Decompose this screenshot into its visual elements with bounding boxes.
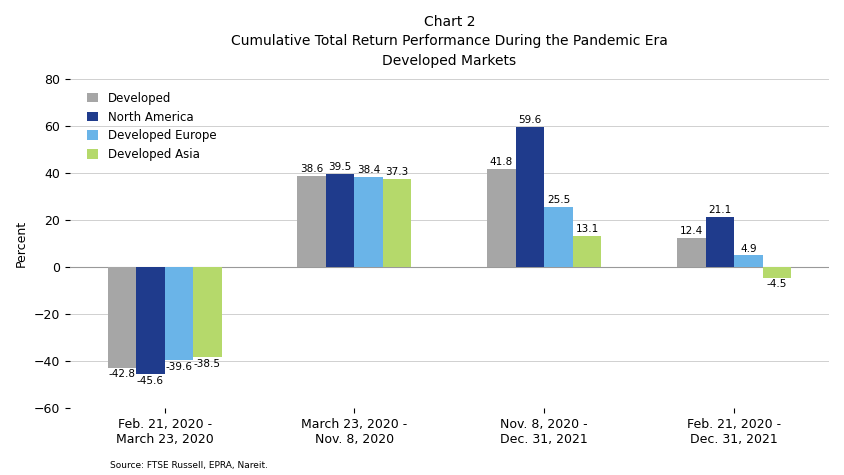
Text: 39.5: 39.5 bbox=[328, 162, 352, 172]
Bar bbox=[165, 267, 193, 360]
Y-axis label: Percent: Percent bbox=[15, 220, 28, 267]
Bar bbox=[297, 176, 326, 267]
Text: -4.5: -4.5 bbox=[766, 279, 787, 289]
Text: -39.6: -39.6 bbox=[165, 362, 192, 372]
Bar bbox=[677, 238, 706, 267]
Text: -38.5: -38.5 bbox=[194, 360, 221, 370]
Text: Source: FTSE Russell, EPRA, Nareit.: Source: FTSE Russell, EPRA, Nareit. bbox=[110, 461, 268, 470]
Text: 37.3: 37.3 bbox=[386, 167, 408, 177]
Bar bbox=[354, 177, 383, 267]
Bar bbox=[573, 236, 601, 267]
Text: -42.8: -42.8 bbox=[108, 370, 135, 380]
Text: 13.1: 13.1 bbox=[576, 224, 598, 234]
Text: 25.5: 25.5 bbox=[547, 195, 570, 205]
Text: 21.1: 21.1 bbox=[708, 206, 732, 216]
Bar bbox=[108, 267, 136, 368]
Title: Chart 2
Cumulative Total Return Performance During the Pandemic Era
Developed Ma: Chart 2 Cumulative Total Return Performa… bbox=[231, 15, 668, 68]
Bar bbox=[136, 267, 165, 374]
Text: 38.4: 38.4 bbox=[357, 165, 381, 175]
Bar bbox=[326, 174, 354, 267]
Text: 38.6: 38.6 bbox=[300, 164, 323, 174]
Bar bbox=[544, 207, 573, 267]
Bar bbox=[734, 256, 763, 267]
Bar bbox=[706, 218, 734, 267]
Text: 59.6: 59.6 bbox=[518, 115, 542, 125]
Bar bbox=[516, 127, 544, 267]
Bar bbox=[383, 179, 411, 267]
Legend: Developed, North America, Developed Europe, Developed Asia: Developed, North America, Developed Euro… bbox=[84, 88, 220, 165]
Text: 41.8: 41.8 bbox=[490, 157, 513, 167]
Bar bbox=[763, 267, 791, 277]
Text: 12.4: 12.4 bbox=[679, 226, 703, 236]
Text: 4.9: 4.9 bbox=[740, 244, 756, 254]
Bar bbox=[193, 267, 221, 358]
Bar bbox=[487, 169, 516, 267]
Text: -45.6: -45.6 bbox=[137, 376, 164, 386]
